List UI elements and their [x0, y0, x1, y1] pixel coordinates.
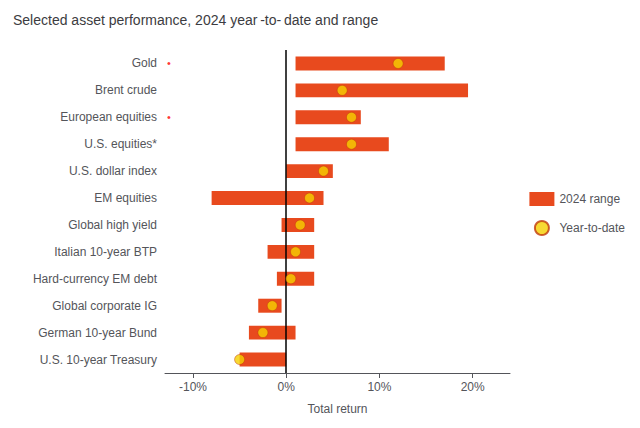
svg-text:-10%: -10% — [179, 380, 207, 394]
svg-text:Brent crude: Brent crude — [95, 83, 157, 97]
svg-text:Hard-currency EM debt: Hard-currency EM debt — [33, 272, 158, 286]
svg-text:EM equities: EM equities — [94, 191, 157, 205]
svg-text:Selected asset performance, 20: Selected asset performance, 2024 year -t… — [13, 12, 378, 28]
svg-text:Year-to-date: Year-to-date — [559, 221, 625, 235]
svg-text:20%: 20% — [461, 380, 485, 394]
svg-text:Italian 10-year BTP: Italian 10-year BTP — [54, 245, 157, 259]
svg-text:Gold: Gold — [132, 56, 157, 70]
svg-text:10%: 10% — [367, 380, 391, 394]
svg-text:Total return: Total return — [307, 402, 367, 416]
svg-text:German 10-year Bund: German 10-year Bund — [38, 326, 157, 340]
svg-text:U.S. equities*: U.S. equities* — [84, 137, 157, 151]
svg-text:U.S. dollar index: U.S. dollar index — [69, 164, 157, 178]
svg-text:Global corporate IG: Global corporate IG — [52, 299, 157, 313]
svg-text:U.S. 10-year Treasury: U.S. 10-year Treasury — [40, 353, 157, 367]
svg-text:0%: 0% — [278, 380, 296, 394]
svg-text:•: • — [167, 111, 171, 123]
svg-text:European equities: European equities — [60, 110, 157, 124]
svg-text:2024 range: 2024 range — [559, 192, 620, 206]
svg-text:Global high yield: Global high yield — [68, 218, 157, 232]
svg-text:•: • — [167, 57, 171, 69]
